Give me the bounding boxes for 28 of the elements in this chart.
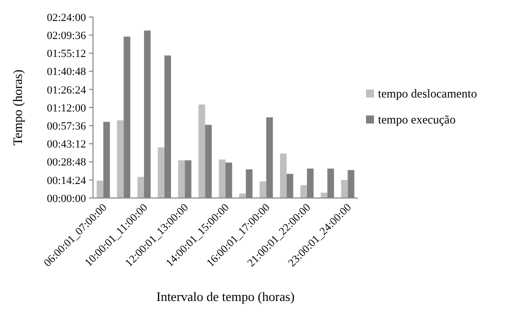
bar — [300, 185, 307, 198]
y-tick-label: 00:57:36 — [46, 120, 86, 132]
y-tick-label: 01:26:24 — [46, 84, 86, 96]
bar — [198, 104, 206, 198]
bar — [96, 180, 104, 198]
y-tick-label: 00:00:00 — [46, 192, 86, 205]
y-tick-label: 00:43:12 — [46, 138, 86, 151]
y-axis-title: Tempo (horas) — [10, 70, 25, 146]
x-axis-title: Intervalo de tempo (horas) — [156, 289, 295, 304]
bar — [320, 192, 328, 198]
y-tick-label: 01:40:48 — [46, 66, 86, 78]
bar — [117, 120, 124, 198]
y-tick-label: 01:55:12 — [46, 48, 86, 60]
bar — [218, 160, 226, 198]
bar — [158, 147, 164, 198]
legend-label: tempo execução — [378, 112, 456, 127]
y-tick-label: 00:28:48 — [46, 156, 86, 169]
y-tick-label: 02:24:00 — [46, 12, 86, 24]
y-tick-label: 01:12:00 — [46, 102, 86, 114]
bar — [260, 181, 266, 198]
y-tick-label: 00:14:24 — [46, 174, 86, 187]
y-tick-label: 02:09:36 — [46, 30, 86, 42]
legend-label: tempo deslocamento — [378, 86, 477, 101]
bar — [137, 176, 144, 198]
bar — [280, 154, 287, 198]
bar — [341, 180, 348, 198]
bar — [178, 160, 185, 198]
bar — [239, 193, 246, 198]
